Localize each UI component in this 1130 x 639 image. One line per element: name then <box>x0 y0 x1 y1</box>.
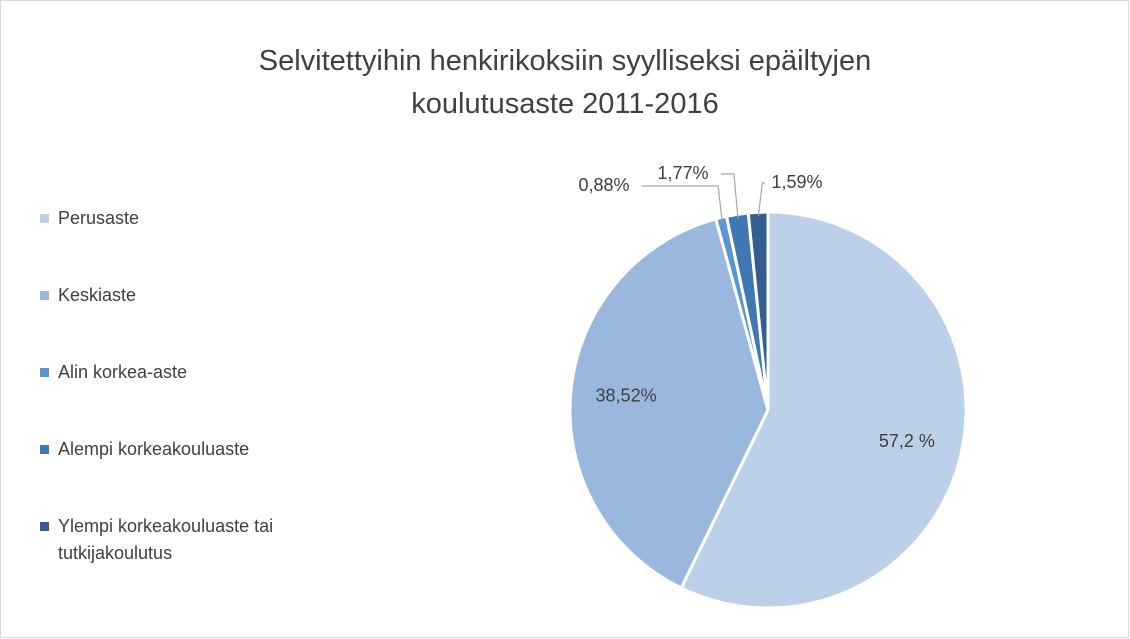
legend-label: Alempi korkeakouluaste <box>58 439 250 459</box>
legend-item: Perusaste <box>40 205 348 282</box>
data-label: 1,77% <box>657 163 708 183</box>
leader-line <box>757 182 765 217</box>
legend-item: Ylempi korkeakouluaste tai tutkijakoulut… <box>40 513 348 590</box>
data-label: 1,59% <box>771 172 822 192</box>
legend-label: Ylempi korkeakouluaste tai tutkijakoulut… <box>58 516 274 563</box>
legend-swatch <box>40 368 49 377</box>
leader-line <box>642 185 723 222</box>
legend-label: Keskiaste <box>58 285 137 305</box>
data-label: 57,2 % <box>879 431 935 451</box>
legend-item: Alin korkea-aste <box>40 359 348 436</box>
leader-line <box>721 173 739 219</box>
legend-label: Alin korkea-aste <box>58 362 188 382</box>
data-label: 38,52% <box>596 385 657 405</box>
legend-swatch <box>40 445 49 454</box>
legend: Perusaste Keskiaste Alin korkea-aste Alempi… <box>40 205 340 590</box>
legend-item: Alempi korkeakouluaste <box>40 436 348 513</box>
pie-slice <box>746 210 770 411</box>
pie-slice <box>568 217 770 590</box>
legend-label: Perusaste <box>58 208 140 228</box>
data-label: 0,88% <box>578 175 629 195</box>
legend-swatch <box>40 291 49 300</box>
pie-slice <box>679 210 968 610</box>
legend-item: Keskiaste <box>40 282 348 359</box>
legend-swatch <box>40 522 49 531</box>
legend-swatch <box>40 214 49 223</box>
chart-title: Selvitettyihin henkirikoksiin syylliseks… <box>258 45 872 120</box>
